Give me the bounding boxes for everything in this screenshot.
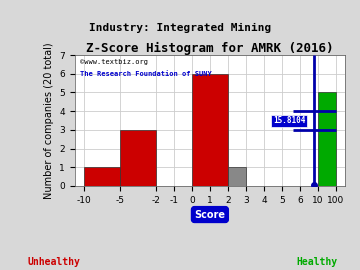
Bar [192,74,228,186]
Bar [84,167,120,186]
Text: Unhealthy: Unhealthy [28,256,80,266]
Bar [318,93,336,186]
Text: Score: Score [194,210,225,220]
Text: Industry: Integrated Mining: Industry: Integrated Mining [89,23,271,33]
Title: Z-Score Histogram for AMRK (2016): Z-Score Histogram for AMRK (2016) [86,42,334,55]
Bar [228,167,246,186]
Text: 15.8104: 15.8104 [273,116,305,125]
Bar [120,130,156,186]
Text: The Research Foundation of SUNY: The Research Foundation of SUNY [80,71,212,77]
Text: ©www.textbiz.org: ©www.textbiz.org [80,59,148,65]
Text: Healthy: Healthy [296,256,337,266]
Y-axis label: Number of companies (20 total): Number of companies (20 total) [44,42,54,199]
